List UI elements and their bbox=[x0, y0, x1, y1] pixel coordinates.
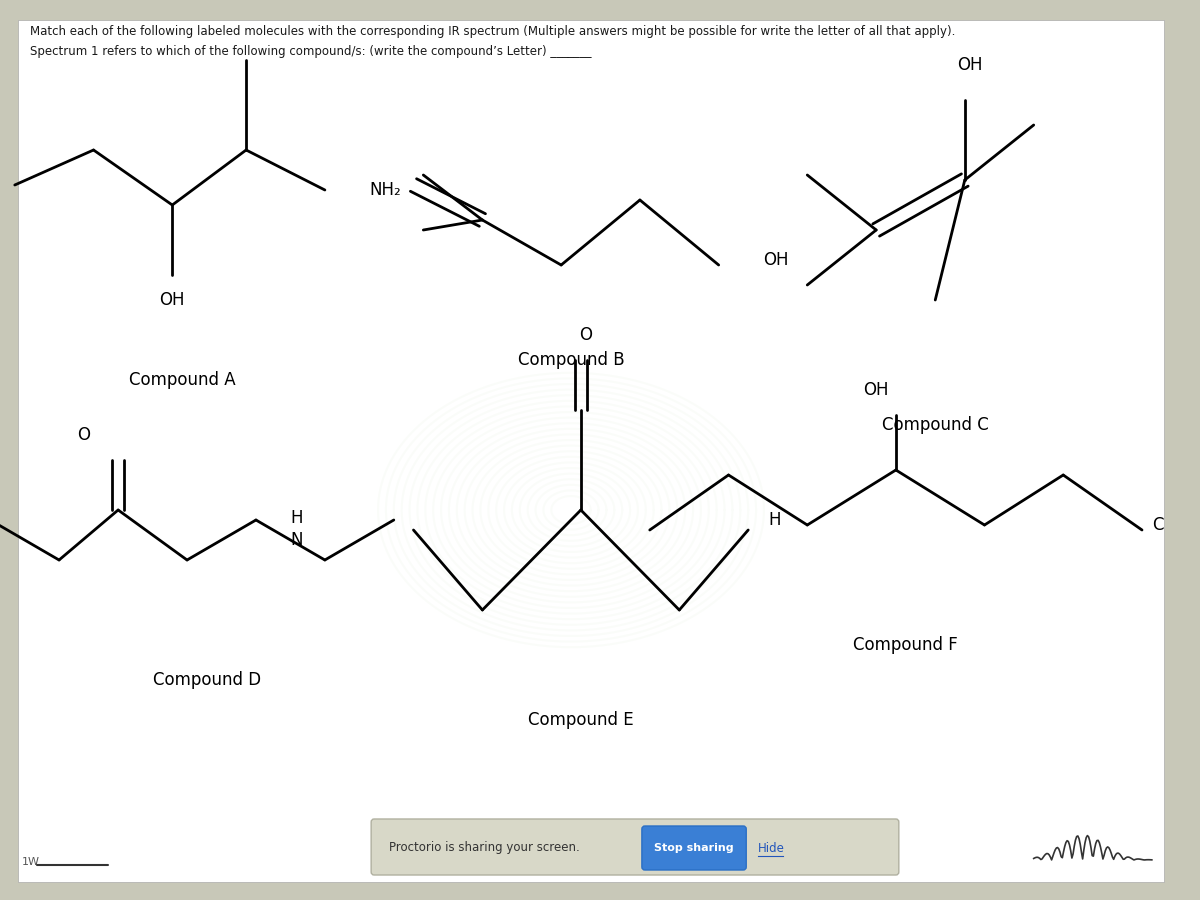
Text: C: C bbox=[1152, 516, 1163, 534]
Text: OH: OH bbox=[763, 251, 788, 269]
Text: H: H bbox=[768, 511, 780, 529]
Text: Compound B: Compound B bbox=[517, 351, 624, 369]
Text: Hide: Hide bbox=[758, 842, 785, 854]
Text: N: N bbox=[290, 531, 302, 549]
Text: NH₂: NH₂ bbox=[370, 181, 401, 199]
Text: OH: OH bbox=[160, 291, 185, 309]
FancyBboxPatch shape bbox=[18, 20, 1164, 882]
Text: Compound C: Compound C bbox=[882, 416, 989, 434]
Text: OH: OH bbox=[864, 381, 889, 399]
Text: H: H bbox=[290, 509, 302, 527]
Text: OH: OH bbox=[956, 56, 983, 74]
Text: Proctorio is sharing your screen.: Proctorio is sharing your screen. bbox=[389, 841, 580, 853]
Text: 1W: 1W bbox=[22, 857, 40, 867]
Text: Compound E: Compound E bbox=[528, 711, 634, 729]
Text: O: O bbox=[77, 426, 90, 444]
Text: Match each of the following labeled molecules with the corresponding IR spectrum: Match each of the following labeled mole… bbox=[30, 25, 955, 38]
Text: Compound A: Compound A bbox=[128, 371, 235, 389]
Text: Stop sharing: Stop sharing bbox=[654, 843, 734, 853]
Text: O: O bbox=[580, 326, 593, 344]
FancyBboxPatch shape bbox=[642, 826, 746, 870]
Text: Compound F: Compound F bbox=[853, 636, 958, 654]
FancyBboxPatch shape bbox=[371, 819, 899, 875]
Text: Spectrum 1 refers to which of the following compound/s: (write the compound’s Le: Spectrum 1 refers to which of the follow… bbox=[30, 45, 592, 58]
Text: Compound D: Compound D bbox=[152, 671, 260, 689]
